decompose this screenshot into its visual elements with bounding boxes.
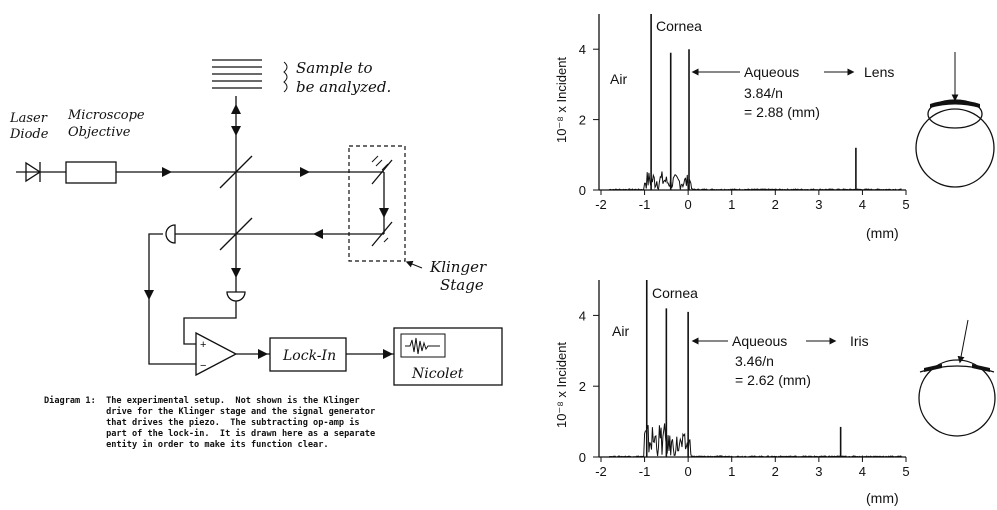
chart-top-label-cornea: Cornea bbox=[656, 18, 702, 34]
caption-line: drive for the Klinger stage and the sign… bbox=[44, 406, 375, 417]
caption-line: that drives the piezo. The subtracting o… bbox=[44, 417, 360, 428]
laser-label-2: Diode bbox=[9, 127, 49, 142]
chart-top-ylabel: 10⁻⁸ x Incident bbox=[554, 57, 569, 143]
y-tick-label: 0 bbox=[579, 450, 586, 465]
chart-bottom-annotation-1: 3.46/n bbox=[735, 353, 774, 369]
x-tick-label: 3 bbox=[815, 197, 822, 212]
chart-bottom-ylabel: 10⁻⁸ x Incident bbox=[554, 342, 569, 428]
chart-bottom-xlabel: (mm) bbox=[866, 490, 899, 506]
main-beam-arrow-1 bbox=[162, 167, 172, 177]
caption-line: Diagram 1: The experimental setup. Not s… bbox=[44, 395, 360, 406]
sample-brace bbox=[283, 61, 288, 93]
nicolet-box bbox=[393, 327, 503, 386]
chart-bottom-label-iris: Iris bbox=[850, 333, 869, 349]
x-tick-label: 5 bbox=[902, 197, 909, 212]
x-tick-label: 2 bbox=[772, 464, 779, 479]
sample-label-1: Sample to bbox=[296, 59, 373, 77]
nicolet-waveform-icon bbox=[405, 337, 440, 355]
beam-arrow-up bbox=[231, 104, 241, 114]
caption: Diagram 1: The experimental setup. Not s… bbox=[44, 395, 375, 450]
x-tick-label: 2 bbox=[772, 197, 779, 212]
caption-line: entity in order to make its function cle… bbox=[44, 439, 329, 450]
x-tick-label: -1 bbox=[639, 464, 651, 479]
wire-signal bbox=[183, 301, 237, 345]
chart-bottom-label-air: Air bbox=[612, 323, 629, 339]
stage-pointer bbox=[405, 260, 423, 269]
wire-to-nicolet-arrow bbox=[383, 349, 393, 359]
chart-bottom-annotation-2: = 2.62 (mm) bbox=[735, 372, 811, 388]
op-amp-plus: + bbox=[200, 339, 206, 351]
sample-plates bbox=[212, 59, 262, 89]
wire-to-lockin-arrow bbox=[258, 349, 268, 359]
chart-top-noise-trace bbox=[609, 171, 902, 191]
beam-arrow-down bbox=[231, 126, 241, 136]
caption-line: part of the lock-in. It is drawn here as… bbox=[44, 428, 375, 439]
chart-top-annotation-1: 3.84/n bbox=[744, 85, 783, 101]
x-tick-label: 4 bbox=[859, 464, 866, 479]
vertical-beam-arrow bbox=[231, 268, 241, 278]
chart-bottom-noise-trace bbox=[609, 423, 902, 458]
objective-box bbox=[65, 161, 117, 184]
y-tick-label: 4 bbox=[579, 308, 586, 323]
chart-top-annotation-2: = 2.88 (mm) bbox=[744, 104, 820, 120]
chart-top-label-lens: Lens bbox=[864, 64, 894, 80]
x-tick-label: 1 bbox=[728, 464, 735, 479]
stage-mirror bbox=[371, 221, 393, 247]
chart-top: 10⁻⁸ x Incident -2 -1 0 1 2 3 4 5 0 2 4 Air Cornea… bbox=[554, 14, 910, 241]
objective-label-2: Objective bbox=[68, 125, 131, 140]
x-tick-label: 3 bbox=[815, 464, 822, 479]
chart-bottom-label-cornea: Cornea bbox=[652, 285, 698, 301]
x-tick-label: 4 bbox=[859, 197, 866, 212]
x-tick-label: 1 bbox=[728, 197, 735, 212]
stage-label-2: Stage bbox=[440, 276, 484, 294]
y-tick-label: 4 bbox=[579, 42, 586, 57]
laser-diode-symbol bbox=[16, 161, 66, 183]
chart-top-label-air: Air bbox=[610, 71, 627, 87]
chart-bottom: 10⁻⁸ x Incident -2 -1 0 1 2 3 4 5 0 2 4 Air Cornea… bbox=[554, 280, 910, 506]
setup-diagram: Sample to be analyzed. Laser Diode Micro… bbox=[9, 59, 503, 450]
detector-reference bbox=[165, 224, 176, 244]
klinger-stage-box bbox=[348, 145, 406, 262]
op-amp-triangle bbox=[195, 331, 238, 377]
main-beam-arrow-2 bbox=[300, 167, 310, 177]
nicolet-screen bbox=[400, 333, 446, 358]
x-tick-label: 0 bbox=[685, 197, 692, 212]
laser-label-1: Laser bbox=[9, 111, 48, 126]
detector-signal bbox=[226, 291, 246, 302]
piezo-mirror bbox=[371, 155, 393, 185]
sample-label-2: be analyzed. bbox=[296, 78, 391, 96]
x-tick-label: 0 bbox=[685, 464, 692, 479]
x-tick-label: -2 bbox=[595, 464, 607, 479]
eye-lens-icon bbox=[915, 52, 995, 188]
objective-label-1: Microscope bbox=[67, 108, 145, 123]
stage-label-1: Klinger bbox=[429, 258, 487, 276]
chart-top-xlabel: (mm) bbox=[866, 225, 899, 241]
x-tick-label: -2 bbox=[595, 197, 607, 212]
nicolet-label: Nicolet bbox=[411, 366, 464, 382]
chart-bottom-label-aqueous: Aqueous bbox=[732, 333, 787, 349]
y-tick-label: 2 bbox=[579, 113, 586, 128]
wire-reference-arrow bbox=[144, 290, 154, 300]
op-amp-minus: − bbox=[200, 360, 206, 372]
chart-top-label-aqueous: Aqueous bbox=[744, 64, 799, 80]
x-tick-label: -1 bbox=[639, 197, 651, 212]
y-tick-label: 0 bbox=[579, 183, 586, 198]
x-tick-label: 5 bbox=[902, 464, 909, 479]
eye-iris-icon bbox=[918, 319, 996, 437]
lockin-label: Lock-In bbox=[282, 348, 336, 364]
y-tick-label: 2 bbox=[579, 379, 586, 394]
return-beam-arrow bbox=[313, 229, 323, 239]
stage-beam-arrow bbox=[379, 208, 389, 218]
